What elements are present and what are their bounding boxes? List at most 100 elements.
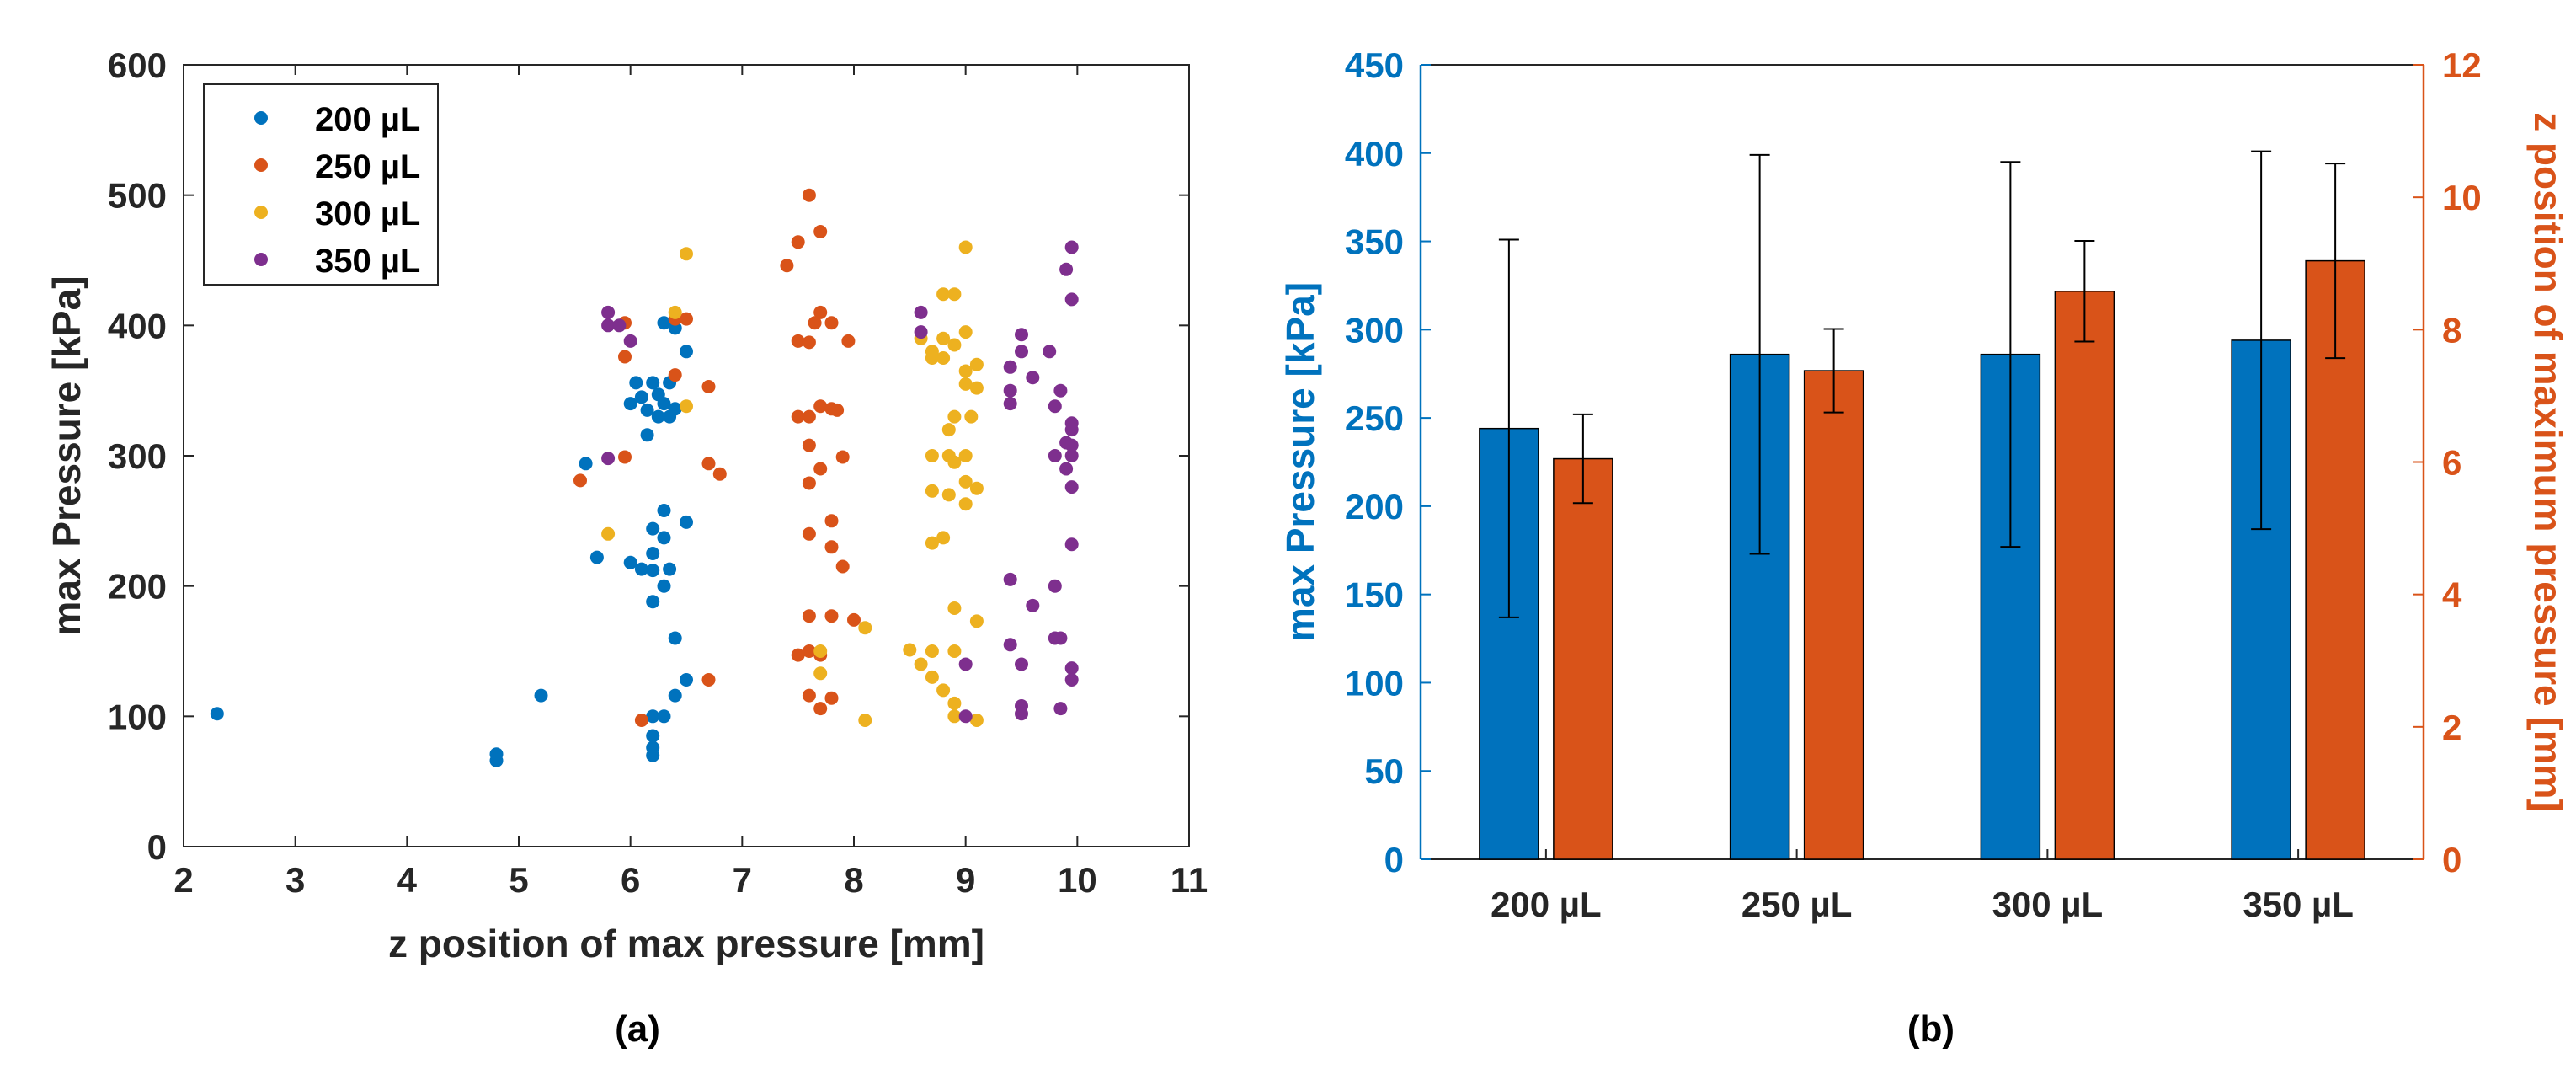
legend-box-a [203, 83, 439, 286]
y-tick-label-a: 300 [108, 436, 167, 476]
bar-zpos-4 [2305, 259, 2365, 860]
scatter-point-4 [601, 452, 616, 466]
scatter-point-3 [813, 644, 828, 658]
scatter-point-3 [947, 338, 962, 352]
scatter-point-2 [802, 526, 816, 541]
scatter-point-2 [680, 312, 693, 326]
scatter-point-2 [824, 514, 839, 528]
scatter-point-1 [629, 376, 643, 390]
scatter-point-3 [969, 357, 984, 371]
y-tick-label-left-b: 350 [1345, 222, 1404, 262]
bar-zpos-3 [2054, 291, 2115, 860]
scatter-point-3 [969, 714, 984, 727]
scatter-point-2 [791, 235, 805, 249]
scatter-point-2 [701, 380, 716, 393]
scatter-point-1 [646, 376, 660, 390]
scatter-point-3 [947, 287, 962, 302]
scatter-point-1 [646, 521, 660, 536]
scatter-point-1 [668, 688, 682, 703]
scatter-point-3 [858, 621, 872, 635]
scatter-point-4 [1064, 661, 1079, 676]
y-tick-label-left-b: 50 [1364, 751, 1404, 791]
scatter-point-2 [808, 316, 822, 330]
scatter-point-2 [618, 450, 632, 464]
y-tick-label-a: 400 [108, 306, 167, 345]
scatter-point-4 [1064, 292, 1079, 307]
legend-marker-1 [254, 111, 268, 125]
scatter-point-2 [802, 409, 816, 424]
x-tick-label-a: 9 [956, 860, 975, 900]
scatter-point-4 [1026, 371, 1040, 385]
scatter-point-1 [680, 345, 693, 359]
scatter-point-4 [914, 305, 928, 319]
scatter-point-1 [589, 550, 604, 564]
scatter-point-3 [925, 484, 939, 498]
scatter-point-2 [824, 540, 839, 554]
scatter-point-4 [1048, 399, 1062, 414]
legend-marker-4 [254, 253, 268, 266]
scatter-point-3 [958, 449, 973, 462]
scatter-point-2 [802, 438, 816, 452]
x-tick-label-a: 7 [733, 860, 752, 900]
scatter-point-4 [1053, 702, 1068, 716]
y-tick-label-right-b: 4 [2442, 575, 2462, 615]
scatter-point-4 [1015, 328, 1028, 342]
x-axis-label-a: z position of max pressure [mm] [388, 922, 984, 965]
y-tick-label-a: 600 [108, 45, 167, 85]
scatter-point-4 [1064, 438, 1079, 452]
scatter-point-2 [701, 673, 716, 687]
scatter-point-4 [1053, 631, 1068, 645]
scatter-point-2 [813, 399, 828, 414]
scatter-point-3 [936, 331, 951, 345]
scatter-point-2 [780, 259, 794, 273]
scatter-point-4 [1003, 638, 1017, 652]
x-tick-label-a: 8 [844, 860, 863, 900]
scatter-point-1 [579, 457, 593, 471]
scatter-point-1 [534, 688, 548, 703]
scatter-point-1 [646, 595, 660, 609]
y-tick-label-left-b: 100 [1345, 663, 1404, 703]
scatter-point-4 [1003, 572, 1017, 586]
x-tick-label-b: 300 µL [1992, 885, 2104, 924]
scatter-point-1 [634, 390, 648, 404]
scatter-point-3 [936, 351, 951, 365]
x-tick-label-a: 3 [285, 860, 305, 900]
scatter-point-2 [802, 688, 816, 703]
scatter-point-3 [958, 240, 973, 254]
scatter-point-3 [969, 614, 984, 628]
scatter-point-2 [813, 305, 828, 319]
scatter-point-4 [1015, 345, 1028, 359]
scatter-point-3 [936, 287, 951, 302]
scatter-point-2 [824, 316, 839, 330]
scatter-point-4 [1064, 537, 1079, 552]
x-tick-label-b: 200 µL [1491, 885, 1602, 924]
scatter-point-4 [1015, 707, 1028, 721]
scatter-point-2 [824, 691, 839, 705]
scatter-point-2 [802, 188, 816, 202]
scatter-point-1 [651, 409, 665, 424]
scatter-point-3 [680, 247, 693, 261]
legend-label-1: 200 µL [315, 101, 420, 138]
scatter-point-1 [634, 562, 648, 576]
y-tick-label-left-b: 450 [1345, 45, 1404, 85]
x-tick-label-a: 2 [173, 860, 193, 900]
scatter-point-1 [657, 531, 671, 545]
bar-chart-b: 0 50 100 150 200 250 300 350 400 450 0 2 4 6 8 10 12 max … [1278, 45, 2570, 924]
scatter-point-3 [858, 714, 872, 727]
scatter-point-3 [680, 399, 693, 414]
scatter-point-2 [791, 334, 805, 348]
y-tick-label-a: 500 [108, 176, 167, 216]
y-tick-label-right-b: 2 [2442, 708, 2461, 747]
scatter-point-1 [668, 631, 682, 645]
x-tick-label-a: 11 [1171, 860, 1208, 900]
y-tick-label-a: 200 [108, 567, 167, 607]
x-tick-label-a: 5 [509, 860, 528, 900]
x-tick-label-b: 250 µL [1741, 885, 1853, 924]
scatter-point-4 [1003, 383, 1017, 398]
y-tick-label-left-b: 400 [1345, 134, 1404, 174]
scatter-point-2 [573, 473, 587, 488]
legend-label-4: 350 µL [315, 243, 420, 280]
y-tick-label-left-b: 250 [1345, 398, 1404, 438]
scatter-point-3 [813, 666, 828, 681]
